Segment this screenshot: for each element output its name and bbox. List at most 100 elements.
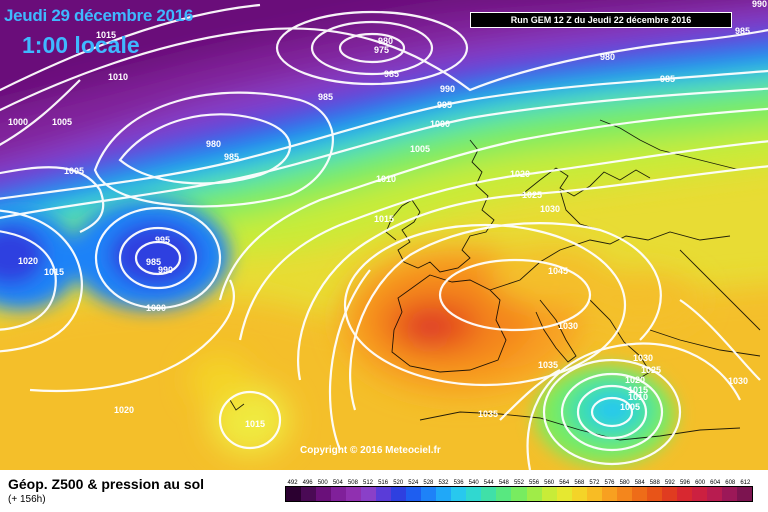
- scale-swatch: [406, 487, 422, 501]
- color-scale: 492 496 500 504 508 512 516 520 524 528 532 536 540 5…: [285, 480, 753, 502]
- scale-tick-label: 536: [453, 480, 464, 486]
- scale-tick-label: 612: [740, 480, 751, 486]
- isobar-label: 985: [735, 26, 750, 36]
- scale-swatch: [721, 487, 737, 501]
- isobar-label: 1015: [374, 214, 394, 224]
- isobar-label: 980: [206, 139, 221, 149]
- scale-swatch: [286, 487, 302, 501]
- scale-tick-label: 512: [363, 480, 374, 486]
- isobar-label: 1035: [538, 360, 558, 370]
- scale-tick-label: 540: [468, 480, 479, 486]
- scale-swatch: [571, 487, 587, 501]
- isobar-label: 1035: [478, 409, 498, 419]
- scale-swatch: [346, 487, 362, 501]
- scale-swatch: [361, 487, 377, 501]
- isobars: [0, 3, 768, 470]
- scale-swatch: [661, 487, 677, 501]
- scale-tick-label: 604: [710, 480, 721, 486]
- isobar-label: 985: [146, 257, 161, 267]
- scale-swatch: [496, 487, 512, 501]
- scale-swatch: [616, 487, 632, 501]
- isobar-label: 980: [378, 36, 393, 46]
- geopotential-field: [0, 0, 768, 470]
- scale-tick-label: 600: [695, 480, 706, 486]
- weather-map: 980 975 985 990 985 980 985 990 995 1000…: [0, 0, 768, 470]
- isobar-label: 1005: [64, 166, 84, 176]
- isobar-label: 980: [600, 52, 615, 62]
- scale-swatch: [676, 487, 692, 501]
- isobar-label: 990: [440, 84, 455, 94]
- scale-tick-label: 552: [513, 480, 524, 486]
- isobar-label: 1020: [18, 256, 38, 266]
- isobar-label: 985: [384, 69, 399, 79]
- isobar-label: 1010: [376, 174, 396, 184]
- isobar-label: 1025: [522, 190, 542, 200]
- isobar-label: 1045: [548, 266, 568, 276]
- pressure-chart: 980 975 985 990 985 980 985 990 995 1000…: [0, 0, 768, 470]
- scale-tick-label: 520: [393, 480, 404, 486]
- isobar-label: 1010: [108, 72, 128, 82]
- model-run-banner: Run GEM 12 Z du Jeudi 22 décembre 2016: [470, 12, 732, 28]
- isobar-label: 1020: [625, 375, 645, 385]
- isobar-label: 1020: [114, 405, 134, 415]
- scale-tick-label: 556: [529, 480, 540, 486]
- isobar-labels: 980 975 985 990 985 980 985 990 995 1000…: [8, 0, 767, 429]
- color-scale-bar: [285, 486, 753, 502]
- scale-swatch: [691, 487, 707, 501]
- scale-swatch: [466, 487, 482, 501]
- isobar-label: 1000: [146, 303, 166, 313]
- scale-tick-label: 508: [347, 480, 358, 486]
- scale-swatch: [436, 487, 452, 501]
- isobar-label: 990: [752, 0, 767, 9]
- forecast-time: 1:00 locale: [22, 32, 140, 58]
- scale-swatch: [376, 487, 392, 501]
- scale-swatch: [736, 487, 752, 501]
- scale-swatch: [511, 487, 527, 501]
- legend-panel: Géop. Z500 & pression au sol (+ 156h) 49…: [0, 470, 768, 512]
- scale-swatch: [301, 487, 317, 501]
- isobar-label: 975: [374, 45, 389, 55]
- scale-tick-label: 580: [619, 480, 630, 486]
- scale-tick-label: 572: [589, 480, 600, 486]
- scale-tick-label: 492: [287, 480, 298, 486]
- isobar-label: 1030: [540, 204, 560, 214]
- scale-swatch: [391, 487, 407, 501]
- scale-swatch: [601, 487, 617, 501]
- isobar-label: 1020: [510, 169, 530, 179]
- scale-swatch: [541, 487, 557, 501]
- isobar-label: 990: [158, 265, 173, 275]
- scale-swatch: [631, 487, 647, 501]
- scale-tick-label: 548: [498, 480, 509, 486]
- isobar-label: 1005: [52, 117, 72, 127]
- scale-tick-label: 524: [408, 480, 419, 486]
- scale-swatch: [421, 487, 437, 501]
- scale-tick-label: 576: [604, 480, 615, 486]
- scale-tick-label: 504: [332, 480, 343, 486]
- isobar-label: 1030: [558, 321, 578, 331]
- scale-tick-label: 588: [649, 480, 660, 486]
- scale-swatch: [451, 487, 467, 501]
- scale-tick-label: 568: [574, 480, 585, 486]
- scale-swatch: [646, 487, 662, 501]
- scale-swatch: [556, 487, 572, 501]
- isobar-label: 1015: [96, 30, 116, 40]
- isobar-label: 1015: [44, 267, 64, 277]
- scale-swatch: [706, 487, 722, 501]
- isobar-label: 1015: [245, 419, 265, 429]
- scale-tick-label: 584: [634, 480, 645, 486]
- scale-tick-label: 544: [483, 480, 494, 486]
- forecast-lead-time: (+ 156h): [8, 494, 46, 505]
- isobar-label: 985: [660, 74, 675, 84]
- scale-swatch: [331, 487, 347, 501]
- isobar-label: 1025: [641, 365, 661, 375]
- scale-tick-label: 528: [423, 480, 434, 486]
- color-scale-labels: 492 496 500 504 508 512 516 520 524 528 532 536 540 5…: [285, 480, 753, 486]
- isobar-label: 995: [155, 235, 170, 245]
- isobar-label: 1030: [728, 376, 748, 386]
- isobar-label: 1005: [410, 144, 430, 154]
- isobar-label: 1000: [430, 119, 450, 129]
- isobar-label: 1005: [620, 402, 640, 412]
- scale-tick-label: 500: [317, 480, 328, 486]
- scale-tick-label: 596: [679, 480, 690, 486]
- isobar-label: 995: [437, 100, 452, 110]
